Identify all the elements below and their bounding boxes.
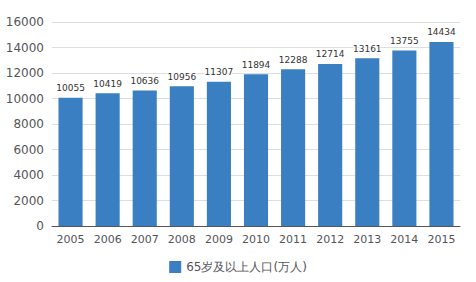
svg-text:14434: 14434 — [427, 27, 456, 37]
svg-text:10636: 10636 — [130, 76, 159, 86]
svg-text:10055: 10055 — [56, 83, 85, 93]
svg-text:6000: 6000 — [13, 143, 44, 157]
svg-text:11307: 11307 — [205, 67, 234, 77]
svg-text:2010: 2010 — [242, 233, 270, 246]
svg-text:12288: 12288 — [279, 55, 308, 65]
svg-text:2000: 2000 — [13, 194, 44, 208]
svg-text:2006: 2006 — [94, 233, 122, 246]
svg-text:65岁及以上人口(万人): 65岁及以上人口(万人) — [186, 260, 307, 274]
svg-text:14000: 14000 — [6, 41, 44, 55]
svg-text:12714: 12714 — [316, 49, 345, 59]
svg-text:2013: 2013 — [353, 233, 381, 246]
svg-text:2014: 2014 — [390, 233, 418, 246]
svg-text:8000: 8000 — [13, 117, 44, 131]
svg-text:2012: 2012 — [316, 233, 344, 246]
svg-text:0: 0 — [36, 219, 44, 233]
svg-text:2005: 2005 — [57, 233, 85, 246]
svg-text:11894: 11894 — [242, 60, 271, 70]
svg-text:16000: 16000 — [6, 15, 44, 29]
svg-text:2011: 2011 — [279, 233, 307, 246]
svg-text:12000: 12000 — [6, 66, 44, 80]
svg-text:10956: 10956 — [167, 72, 196, 82]
svg-text:2007: 2007 — [131, 233, 159, 246]
svg-text:13755: 13755 — [390, 36, 419, 46]
svg-text:2008: 2008 — [168, 233, 196, 246]
svg-text:10000: 10000 — [6, 92, 44, 106]
svg-text:2015: 2015 — [427, 233, 455, 246]
svg-text:4000: 4000 — [13, 168, 44, 182]
svg-text:2009: 2009 — [205, 233, 233, 246]
svg-text:13161: 13161 — [353, 44, 382, 54]
svg-text:10419: 10419 — [93, 79, 122, 89]
